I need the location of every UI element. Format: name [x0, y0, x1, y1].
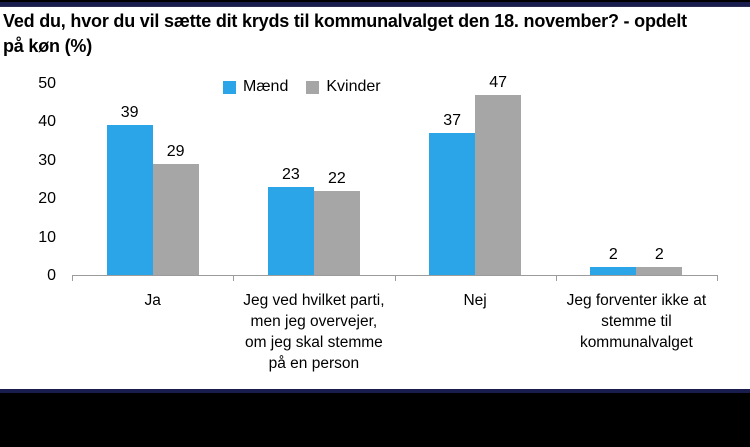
bar-value-label: 2 — [654, 246, 664, 263]
chart-title-line2: på køn (%) — [3, 36, 93, 56]
bar-value-label: 29 — [166, 143, 185, 160]
y-axis-tick-label: 50 — [38, 75, 56, 92]
legend-swatch-icon — [223, 80, 236, 94]
x-axis-tick — [394, 275, 396, 281]
bottom-border — [0, 389, 750, 447]
bar-value-label: 37 — [443, 112, 462, 129]
x-axis-category-label: Jeg ved hvilket parti, men jeg overvejer… — [243, 292, 385, 372]
bar-mænd-2 — [267, 187, 314, 275]
bar-value-label: 39 — [120, 104, 139, 121]
y-axis-tick-label: 10 — [38, 228, 56, 246]
x-axis-tick — [717, 275, 718, 281]
legend-item-kvinder: Kvinder — [306, 78, 381, 96]
bar-value-label: 2 — [608, 246, 618, 263]
bar-value-label: 22 — [327, 170, 346, 187]
y-axis-tick-label: 30 — [38, 151, 56, 169]
legend-item-mænd: Mænd — [223, 78, 288, 96]
legend-swatch-icon — [306, 80, 320, 94]
x-axis-tick — [233, 275, 235, 281]
bar-kvinder-3 — [475, 95, 522, 275]
bar-kvinder-1 — [152, 164, 199, 275]
x-axis-category-label: Ja — [144, 292, 161, 309]
x-axis-category-label: Jeg forventer ikke at stemme til kommuna… — [566, 292, 707, 351]
chart-title-line1: Ved du, hvor du vil sætte dit kryds til … — [3, 11, 687, 31]
x-axis-tick — [72, 275, 73, 281]
legend-label: Kvinder — [326, 78, 381, 95]
x-axis-tick — [555, 275, 557, 281]
bar-value-label: 47 — [489, 74, 508, 91]
y-axis-tick-label: 0 — [47, 267, 56, 284]
top-border — [0, 0, 750, 7]
y-axis-tick-label: 40 — [38, 113, 56, 131]
x-axis-category-label: Nej — [463, 292, 487, 309]
legend-label: Mænd — [243, 78, 289, 95]
bar-kvinder-2 — [313, 191, 360, 275]
chart-legend: Mænd Kvinder — [223, 78, 381, 96]
bar-mænd-1 — [106, 125, 153, 275]
y-axis-tick-label: 20 — [38, 190, 56, 208]
bar-mænd-4 — [590, 267, 637, 275]
bar-value-label: 23 — [281, 166, 300, 183]
bar-kvinder-4 — [636, 267, 683, 275]
chart-title: Ved du, hvor du vil sætte dit kryds til … — [3, 9, 747, 59]
bar-mænd-3 — [429, 133, 476, 275]
